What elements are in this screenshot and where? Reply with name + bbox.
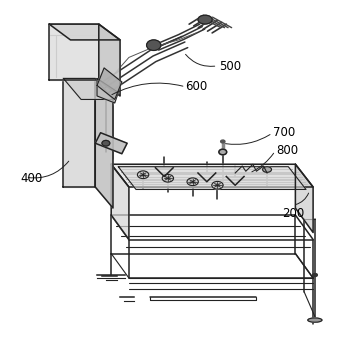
Polygon shape xyxy=(97,68,122,100)
Ellipse shape xyxy=(102,140,110,146)
Polygon shape xyxy=(111,164,129,240)
Ellipse shape xyxy=(308,318,322,322)
Polygon shape xyxy=(95,133,127,154)
Ellipse shape xyxy=(141,173,145,176)
Text: 600: 600 xyxy=(186,80,208,93)
Ellipse shape xyxy=(137,171,149,179)
Ellipse shape xyxy=(166,177,170,180)
Text: 400: 400 xyxy=(21,172,43,185)
Text: 200: 200 xyxy=(282,207,304,220)
Polygon shape xyxy=(64,78,95,187)
Polygon shape xyxy=(64,78,113,100)
Polygon shape xyxy=(97,78,118,103)
Text: 500: 500 xyxy=(219,60,241,73)
Ellipse shape xyxy=(147,40,161,50)
Polygon shape xyxy=(99,24,120,96)
Ellipse shape xyxy=(219,149,227,155)
Ellipse shape xyxy=(215,184,220,187)
Text: 800: 800 xyxy=(276,144,298,157)
Polygon shape xyxy=(95,78,113,208)
Polygon shape xyxy=(111,164,313,187)
Polygon shape xyxy=(49,24,99,80)
Ellipse shape xyxy=(221,140,225,143)
Ellipse shape xyxy=(187,178,198,186)
Text: 700: 700 xyxy=(273,126,296,139)
Ellipse shape xyxy=(162,174,174,182)
Polygon shape xyxy=(118,167,306,190)
Polygon shape xyxy=(295,164,313,233)
Ellipse shape xyxy=(263,167,271,172)
Ellipse shape xyxy=(198,15,212,24)
Ellipse shape xyxy=(191,180,195,183)
Polygon shape xyxy=(49,24,120,40)
Ellipse shape xyxy=(212,181,223,189)
